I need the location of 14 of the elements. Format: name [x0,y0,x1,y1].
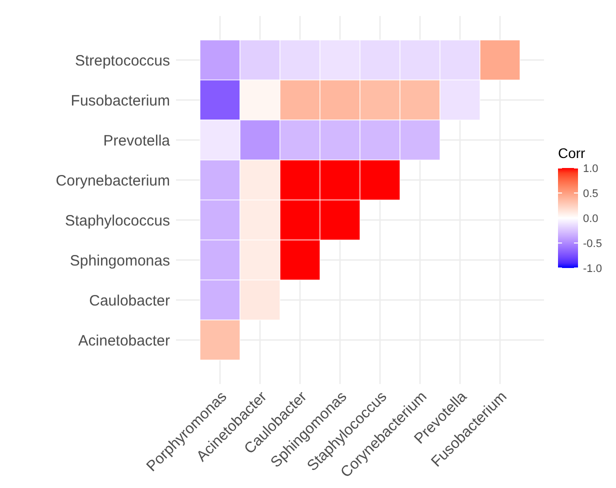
color-bar-label: 1.0 [583,162,598,175]
y-tick-label: Prevotella [103,132,171,150]
color-bar-label: 0.0 [583,212,598,225]
color-bar-label: 0.5 [583,188,598,200]
color-bar-label: -1.0 [583,262,602,275]
legend-title: Corr [558,145,586,161]
y-tick-label: Caulobacter [89,292,170,310]
y-tick-label: Acinetobacter [78,332,170,350]
y-tick-label: Staphylococcus [64,212,170,230]
color-bar-label: -0.5 [583,238,602,250]
y-tick-label: Corynebacterium [56,172,170,190]
y-tick-label: Sphingomonas [70,252,170,270]
y-tick-label: Fusobacterium [70,92,170,110]
y-tick-label: Streptococcus [74,52,170,70]
